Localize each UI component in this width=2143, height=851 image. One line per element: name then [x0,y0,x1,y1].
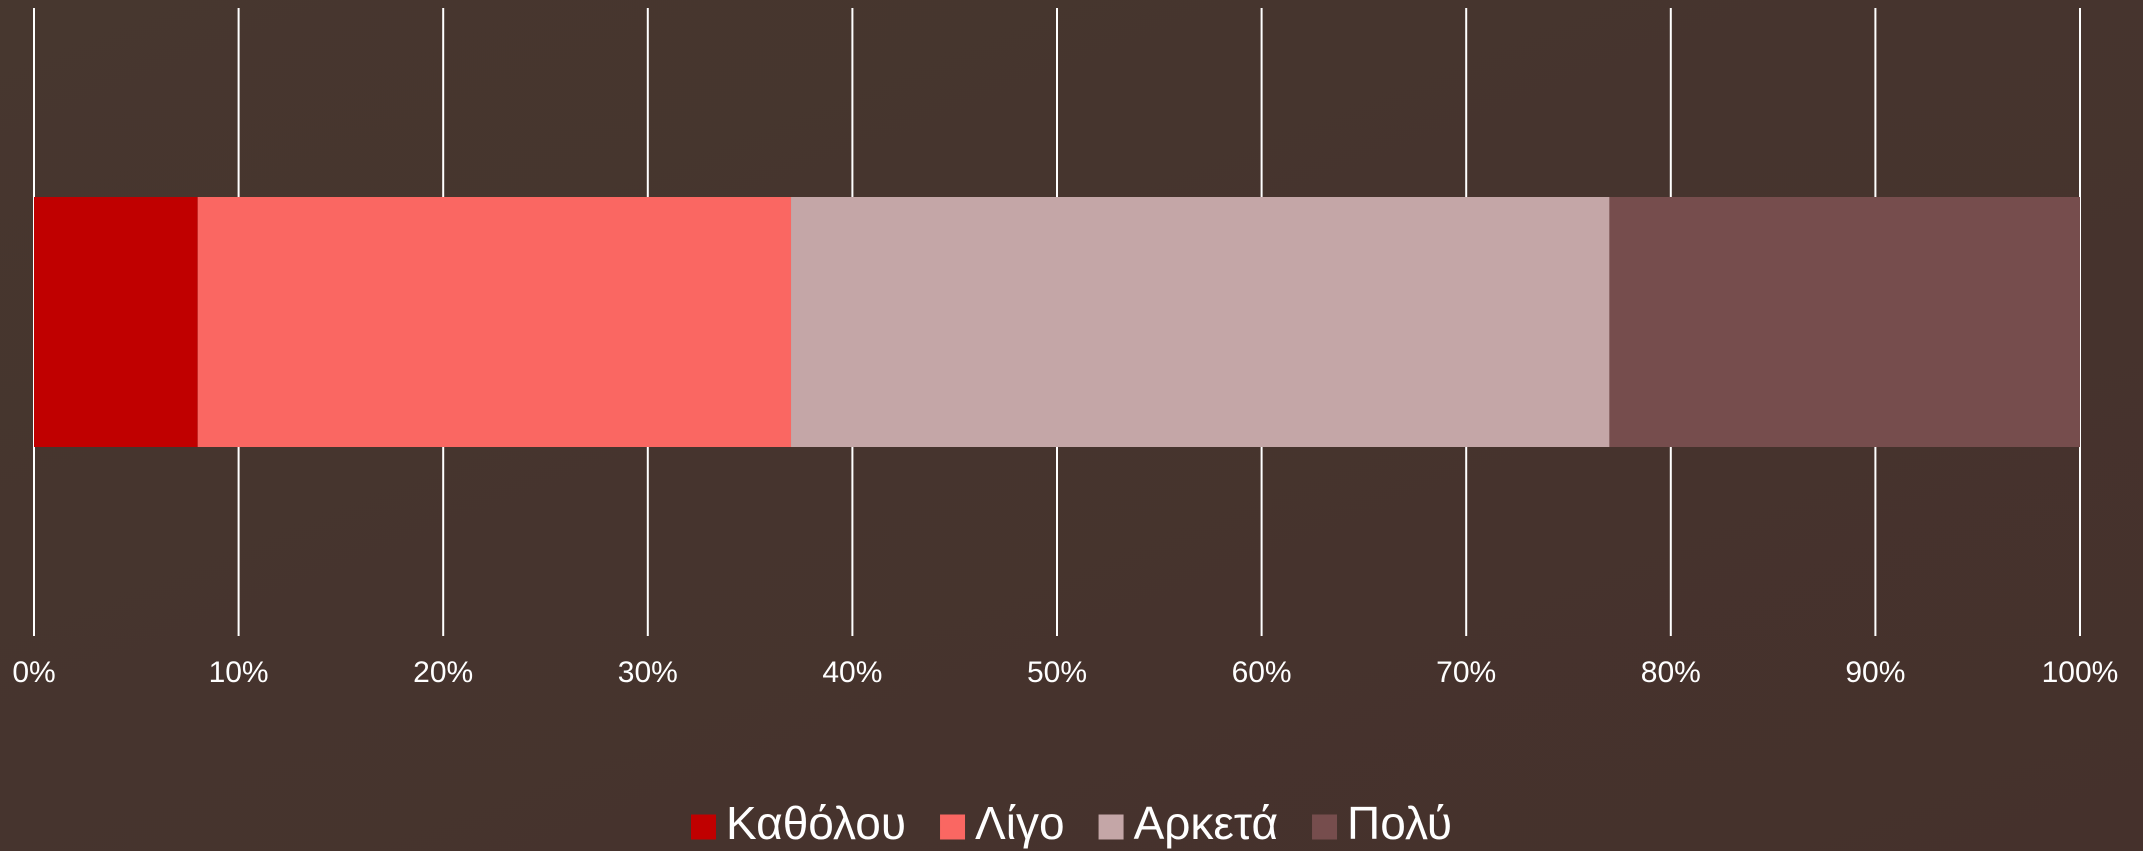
bar-segment [1609,197,2080,447]
x-tick-label: 60% [1232,656,1292,689]
x-tick-label: 40% [822,656,882,689]
legend-label: Καθόλου [726,797,906,849]
x-tick-label: 0% [12,656,55,689]
legend-swatch [1098,814,1124,840]
bar-segment [197,197,792,447]
legend-label: Λίγο [975,797,1065,849]
x-tick-label: 90% [1845,656,1905,689]
legend-swatch [690,814,716,840]
x-tick-label: 30% [618,656,678,689]
legend-swatch [940,814,966,840]
x-tick-label: 10% [209,656,269,689]
x-tick-label: 50% [1027,656,1087,689]
legend-swatch [1312,814,1338,840]
x-tick-label: 20% [413,656,473,689]
legend-label: Αρκετά [1134,797,1278,849]
x-tick-label: 70% [1436,656,1496,689]
x-tick-label: 100% [2042,656,2119,689]
bar-segment [34,197,198,447]
x-tick-label: 80% [1641,656,1701,689]
bar-segment [791,197,1610,447]
legend-label: Πολύ [1347,797,1452,849]
